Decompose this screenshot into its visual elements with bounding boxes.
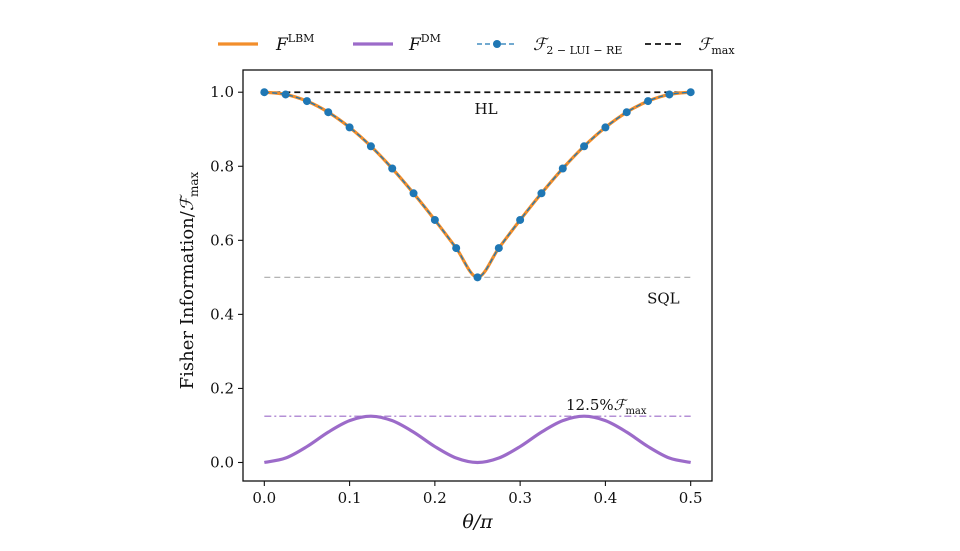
y-tick-label: 0.2 [210,379,234,397]
annotations: HL SQL 12.5%ℱmax [475,100,680,417]
series-line-2-lui-re [264,91,691,279]
reference-lines [264,91,691,417]
legend-label: ℱ2 − LUI − RE [533,35,622,57]
legend-label: FLBM [275,32,314,55]
legend-label: ℱmax [698,35,735,57]
x-axis: 0.0 0.1 0.2 0.3 0.4 0.5 [252,481,703,507]
y-axis-title: Fisher Information/ℱmax [177,171,201,389]
marker-point [580,142,589,151]
legend-entry: ℱ2 − LUI − RE [477,35,622,57]
annotation-sql: SQL [647,289,680,307]
marker-point [686,88,695,97]
marker-point [665,90,674,99]
annotation-hl: HL [475,100,498,118]
marker-point [537,189,546,198]
legend-entry: ℱmax [645,35,735,57]
marker-point [558,164,567,173]
y-tick-label: 0.8 [210,157,234,175]
marker-point [494,244,503,253]
x-tick-label: 0.5 [679,489,703,507]
plot-frame [242,69,713,482]
marker-point [281,90,290,99]
y-tick-label: 0.4 [210,305,234,323]
legend-entry: FLBM [218,32,314,55]
marker-point [409,189,418,198]
legend-label: FDM [408,32,441,55]
y-tick-label: 0.6 [210,231,234,249]
x-tick-label: 0.2 [423,489,447,507]
marker-point [345,123,354,132]
y-tick-label: 0.0 [210,453,234,471]
x-axis-title: θ/π [462,511,493,533]
marker-point [473,273,482,282]
marker-point [260,88,269,97]
x-tick-label: 0.1 [338,489,362,507]
y-axis: 0.0 0.2 0.4 0.6 0.8 1.0 [210,83,243,471]
series-line-lbm [264,90,691,279]
marker-point [622,108,631,117]
x-tick-label: 0.4 [593,489,617,507]
annotation-percent: 12.5%ℱmax [566,396,647,417]
marker-point [324,108,333,117]
x-tick-label: 0.3 [508,489,532,507]
marker-point [644,97,653,106]
marker-point [430,215,439,224]
marker-point [516,215,525,224]
marker-point [388,164,397,173]
y-tick-label: 1.0 [210,83,234,101]
legend: FLBM FDM ℱ2 − LUI − RE ℱmax [218,32,735,57]
legend-marker [493,40,501,48]
series-line-dm [263,414,692,465]
marker-point [452,244,461,253]
marker-point [366,142,375,151]
marker-point [302,97,311,106]
marker-point [601,123,610,132]
x-tick-label: 0.0 [252,489,276,507]
markers [260,88,695,282]
legend-entry: FDM [353,32,441,55]
